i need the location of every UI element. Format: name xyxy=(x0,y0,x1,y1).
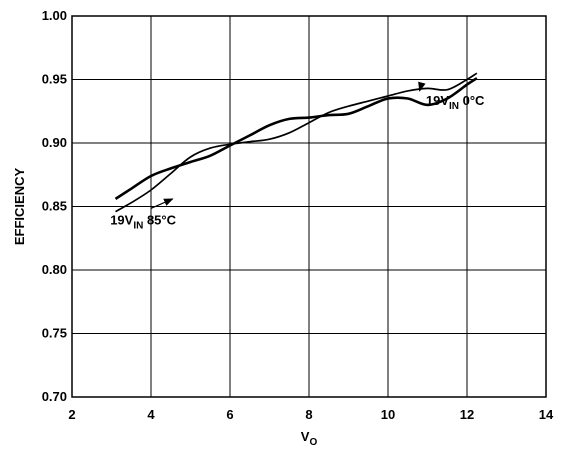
plot-frame xyxy=(71,15,547,398)
annotation-label-2: 19VIN 85°C xyxy=(110,212,176,231)
y-tick-label: 0.75 xyxy=(42,326,67,341)
y-tick-label: 0.90 xyxy=(42,135,67,150)
series-line-2 xyxy=(115,72,478,213)
y-tick-label: 0.80 xyxy=(42,262,67,277)
x-tick-label: 2 xyxy=(68,407,75,422)
x-tick-label: 6 xyxy=(226,407,233,422)
x-tick-label: 14 xyxy=(539,407,554,422)
y-tick-label: 0.85 xyxy=(42,199,67,214)
grid xyxy=(72,16,546,397)
y-tick-label: 0.70 xyxy=(42,389,67,404)
x-tick-label: 12 xyxy=(460,407,474,422)
annotations: 19VIN 0°C 19VIN 85°C xyxy=(110,81,485,231)
x-tick-labels: 2 4 6 8 10 12 14 xyxy=(68,407,554,422)
annotation-arrow-1 xyxy=(418,81,426,92)
x-tick-label: 10 xyxy=(381,407,395,422)
x-axis-label: VO xyxy=(301,429,318,448)
y-tick-label: 1.00 xyxy=(42,8,67,23)
annotation-label-1: 19VIN 0°C xyxy=(426,93,485,112)
series-line-1 xyxy=(114,77,478,200)
x-tick-label: 4 xyxy=(147,407,155,422)
x-axis-label-main: V xyxy=(301,429,310,444)
y-tick-label: 0.95 xyxy=(42,72,67,87)
x-axis-label-sub: O xyxy=(309,437,317,448)
y-axis-label: EFFICIENCY xyxy=(12,168,27,246)
y-tick-labels: 0.70 0.75 0.80 0.85 0.90 0.95 1.00 xyxy=(42,8,67,404)
annotation-arrow-2 xyxy=(150,198,174,209)
x-tick-label: 8 xyxy=(305,407,312,422)
series-lines xyxy=(114,72,478,213)
